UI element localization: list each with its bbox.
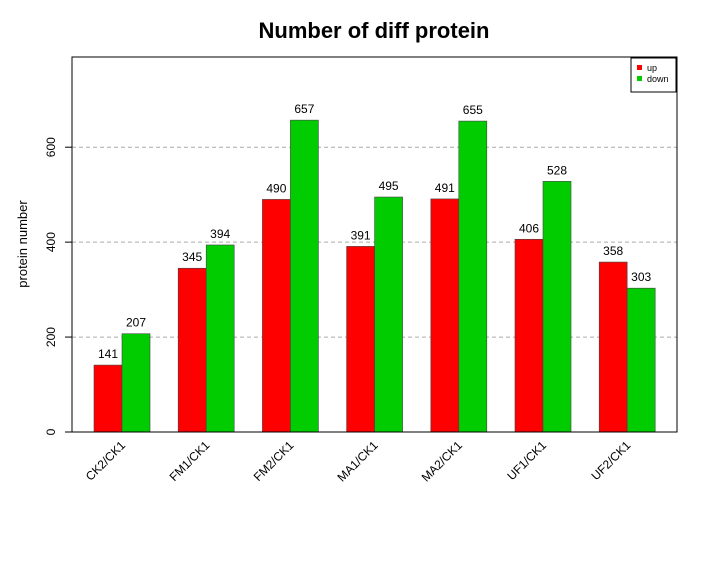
- x-tick-label: MA1/CK1: [335, 438, 381, 484]
- y-tick-label: 200: [44, 327, 58, 347]
- bar-down: [626, 287, 656, 433]
- bar-up: [262, 199, 291, 433]
- bars: [93, 119, 656, 433]
- x-tick-label: FM1/CK1: [167, 438, 213, 484]
- value-label: 657: [294, 102, 314, 116]
- bar-up: [93, 364, 123, 433]
- value-label: 391: [351, 228, 371, 242]
- bar-up: [177, 267, 207, 433]
- bar-down: [290, 119, 319, 433]
- bar-up: [514, 238, 544, 433]
- value-label: 655: [463, 103, 483, 117]
- y-tick-label: 600: [44, 137, 58, 157]
- bar-up: [346, 246, 375, 433]
- value-label: 495: [379, 179, 399, 193]
- bar-down: [205, 244, 235, 433]
- value-label: 207: [126, 316, 146, 330]
- x-axis: CK2/CK1 FM1/CK1 FM2/CK1 MA1/CK1 MA2/CK1 UF1/C…: [83, 438, 634, 484]
- bar-down: [542, 181, 572, 433]
- y-axis: 0 200 400 600: [44, 137, 72, 435]
- y-tick-label: 400: [44, 232, 58, 252]
- bar-down: [458, 120, 488, 433]
- x-tick-label: UF2/CK1: [589, 438, 634, 483]
- legend-swatch: [637, 76, 642, 81]
- value-label: 358: [603, 244, 623, 258]
- x-tick-label: CK2/CK1: [83, 438, 129, 484]
- value-label: 528: [547, 163, 567, 177]
- bar-up: [598, 261, 628, 433]
- legend-box: [630, 57, 677, 93]
- y-tick-label: 0: [44, 428, 58, 435]
- value-label: 394: [210, 227, 230, 241]
- value-label: 406: [519, 221, 539, 235]
- value-label: 345: [182, 250, 202, 264]
- legend-label: down: [647, 74, 669, 84]
- bar-down: [374, 196, 403, 433]
- value-label: 490: [266, 181, 286, 195]
- value-label: 491: [435, 181, 455, 195]
- value-label: 141: [98, 347, 118, 361]
- value-labels: 141 207 345 394 490 657 391 495 491 655 406 528 358 3…: [98, 102, 652, 361]
- x-tick-label: MA2/CK1: [419, 438, 465, 484]
- x-tick-label: FM2/CK1: [251, 438, 297, 484]
- legend-swatch: [637, 65, 642, 70]
- y-axis-label: protein number: [15, 200, 30, 288]
- x-tick-label: UF1/CK1: [504, 438, 549, 483]
- bar-down: [121, 333, 151, 433]
- chart-title: Number of diff protein: [259, 18, 490, 43]
- bar-up: [430, 198, 460, 433]
- value-label: 303: [631, 270, 651, 284]
- legend-label: up: [647, 63, 657, 73]
- plot-frame: [71, 56, 678, 433]
